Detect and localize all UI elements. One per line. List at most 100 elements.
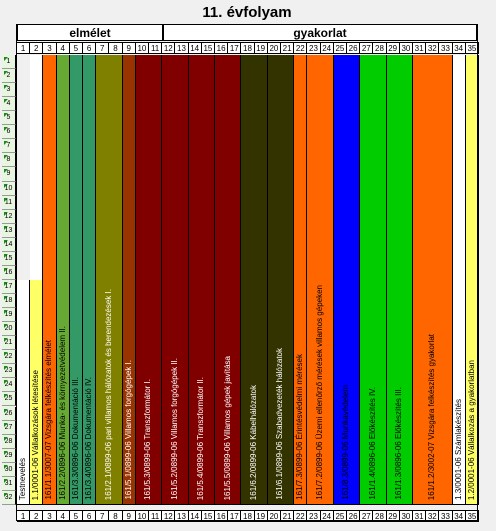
row-number: 8 bbox=[2, 153, 16, 168]
column-number: 29 bbox=[386, 510, 400, 522]
subject-block: 161/2.2/0896-06 Munka- és környezetvédel… bbox=[56, 55, 70, 505]
column-number: 1 bbox=[17, 42, 31, 54]
column-number: 27 bbox=[360, 510, 374, 522]
table-frame bbox=[16, 24, 478, 521]
column-number: 4 bbox=[56, 510, 70, 522]
column-number: 5 bbox=[69, 510, 83, 522]
column-number: 11 bbox=[149, 42, 163, 54]
column-number: 12 bbox=[162, 42, 176, 54]
row-number-label: 25 bbox=[4, 395, 13, 403]
row-number-label: 17 bbox=[4, 282, 13, 290]
column-number: 25 bbox=[333, 42, 347, 54]
column-number: 13 bbox=[175, 42, 189, 54]
subject-block: 161/5.3/0899-06 Transzformátor I. bbox=[135, 55, 163, 505]
row-number: 1 bbox=[2, 55, 16, 70]
row-number-label: 3 bbox=[6, 86, 11, 94]
column-number: 6 bbox=[83, 510, 97, 522]
column-number: 15 bbox=[201, 42, 215, 54]
row-number: 10 bbox=[2, 181, 16, 196]
subject-block: 161/5.1/0899-06 Villamos forgógépek I. bbox=[122, 55, 136, 505]
row-number-label: 26 bbox=[4, 409, 13, 417]
column-number: 33 bbox=[439, 510, 453, 522]
column-number: 13 bbox=[175, 510, 189, 522]
column-number: 24 bbox=[320, 42, 334, 54]
row-number: 15 bbox=[2, 251, 16, 266]
column-number: 3 bbox=[43, 42, 57, 54]
row-marker-icon bbox=[4, 183, 8, 188]
row-marker-icon bbox=[4, 380, 8, 385]
row-number-label: 14 bbox=[4, 240, 13, 248]
row-marker-icon bbox=[4, 267, 8, 272]
row-number: 21 bbox=[2, 336, 16, 351]
column-number: 5 bbox=[69, 42, 83, 54]
row-number-label: 13 bbox=[4, 226, 13, 234]
row-number-label: 8 bbox=[6, 156, 11, 164]
row-marker-icon bbox=[4, 408, 8, 413]
column-number: 1 bbox=[17, 510, 31, 522]
row-number: 23 bbox=[2, 364, 16, 379]
column-number: 14 bbox=[188, 510, 202, 522]
row-marker-icon bbox=[4, 352, 8, 357]
row-number-label: 31 bbox=[4, 479, 13, 487]
column-number: 31 bbox=[413, 42, 427, 54]
row-marker-icon bbox=[4, 324, 8, 329]
column-number: 17 bbox=[228, 42, 242, 54]
row-number: 22 bbox=[2, 350, 16, 365]
row-number-label: 7 bbox=[6, 142, 11, 150]
row-number-label: 4 bbox=[6, 100, 11, 108]
column-number: 6 bbox=[83, 42, 97, 54]
subject-block: 161/5.2/0899-06 Villamos forgógépek II. bbox=[162, 55, 189, 505]
row-marker-icon bbox=[4, 57, 8, 61]
row-marker-icon bbox=[4, 394, 8, 399]
row-marker-icon bbox=[4, 113, 8, 118]
row-number-label: 22 bbox=[4, 353, 13, 361]
row-number-label: 29 bbox=[4, 451, 13, 459]
row-number: 17 bbox=[2, 279, 16, 294]
row-number-label: 32 bbox=[4, 493, 13, 501]
row-number: 29 bbox=[2, 448, 16, 463]
subject-block: 161/7.2/0899-06 Üzemi ellenőrző mérések … bbox=[307, 55, 334, 505]
subject-block: Testnevelés bbox=[17, 279, 31, 505]
row-number-label: 24 bbox=[4, 381, 13, 389]
column-number: 33 bbox=[439, 42, 453, 54]
row-number-label: 16 bbox=[4, 268, 13, 276]
column-number: 9 bbox=[122, 42, 136, 54]
row-number-label: 30 bbox=[4, 465, 13, 473]
subject-block: 161/3.4/0896-06 Dokumentáció IV. bbox=[83, 55, 97, 505]
row-marker-icon bbox=[4, 127, 8, 132]
row-number: 16 bbox=[2, 265, 16, 280]
row-number-label: 27 bbox=[4, 423, 13, 431]
row-number-label: 9 bbox=[6, 170, 11, 178]
row-marker-icon bbox=[4, 366, 8, 371]
row-number: 9 bbox=[2, 167, 16, 182]
column-number: 19 bbox=[254, 510, 268, 522]
row-number-label: 21 bbox=[4, 339, 13, 347]
subject-block: 161/2.1/0899-06 pari villamos hálózatok … bbox=[96, 55, 123, 505]
row-number-label: 15 bbox=[4, 254, 13, 262]
column-number: 19 bbox=[254, 42, 268, 54]
column-number: 22 bbox=[294, 510, 308, 522]
column-number: 29 bbox=[386, 42, 400, 54]
row-marker-icon bbox=[4, 169, 8, 174]
column-number: 15 bbox=[201, 510, 215, 522]
row-marker-icon bbox=[4, 225, 8, 230]
row-number-label: 23 bbox=[4, 367, 13, 375]
row-number: 32 bbox=[2, 490, 16, 505]
subject-block: 161/1.2/3002-07 Vizsgára felkészítés gya… bbox=[413, 55, 453, 505]
subject-block: 161/6.1/0899-06 Szabadvezeték hálózatok bbox=[267, 55, 295, 505]
column-number: 20 bbox=[267, 510, 281, 522]
row-number-label: 12 bbox=[4, 212, 13, 220]
row-number: 20 bbox=[2, 322, 16, 337]
subject-block: 161/6.2/0899-06 Kábelhálózatok bbox=[241, 55, 268, 505]
column-number: 35 bbox=[465, 42, 479, 54]
row-marker-icon bbox=[4, 71, 8, 76]
row-marker-icon bbox=[4, 155, 8, 160]
subject-block: 161/1.1/3007-07 Vizsgára felkészítés elm… bbox=[43, 55, 57, 505]
column-number: 23 bbox=[307, 42, 321, 54]
row-number: 13 bbox=[2, 223, 16, 238]
column-number: 30 bbox=[399, 42, 413, 54]
row-marker-icon bbox=[4, 141, 8, 146]
row-number: 2 bbox=[2, 69, 16, 84]
row-number: 31 bbox=[2, 476, 16, 491]
column-number: 7 bbox=[96, 42, 110, 54]
